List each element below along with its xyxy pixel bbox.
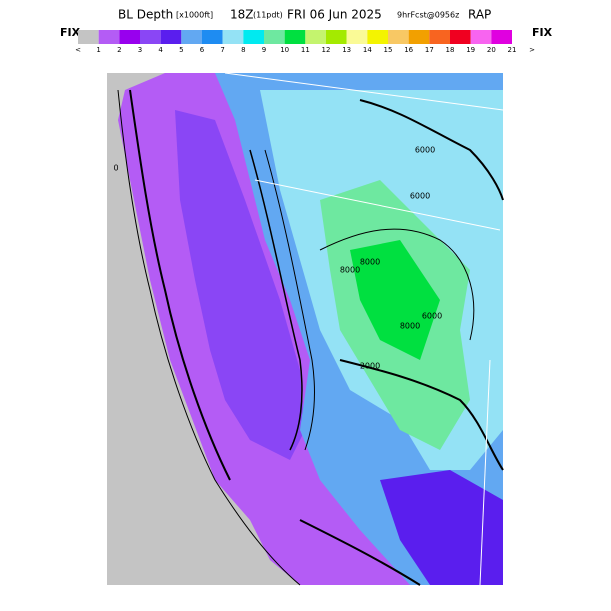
color-box bbox=[284, 30, 306, 44]
scale-tick-label: 21 bbox=[508, 46, 517, 54]
color-box bbox=[202, 30, 223, 44]
color-box bbox=[305, 30, 326, 44]
scale-tick-label: 20 bbox=[487, 46, 496, 54]
fix-left: FIX bbox=[60, 26, 81, 39]
title-local: (11pdt) bbox=[253, 11, 283, 20]
title-name: BL Depth bbox=[118, 8, 173, 22]
color-box bbox=[450, 30, 471, 44]
scale-tick-label: 8 bbox=[241, 46, 245, 54]
scale-tick-label: 12 bbox=[322, 46, 331, 54]
peak-zone bbox=[350, 240, 440, 360]
color-scale: <1 2 3 4 5 6 7 8 9 10 11 12 13 14 15 16 17 18 19 20 21 > bbox=[75, 30, 535, 54]
contour bbox=[117, 89, 301, 586]
color-box bbox=[119, 30, 140, 44]
scale-tick-label: < bbox=[75, 46, 81, 54]
contour bbox=[249, 149, 303, 451]
color-box bbox=[140, 30, 161, 44]
contour-label: 2000 bbox=[360, 362, 380, 371]
contour bbox=[299, 519, 421, 586]
scale-tick-label: 13 bbox=[342, 46, 351, 54]
scale-tick-label: 5 bbox=[179, 46, 183, 54]
color-box bbox=[367, 30, 388, 44]
border bbox=[224, 72, 504, 111]
contour bbox=[359, 99, 504, 201]
contour-label: 8000 bbox=[400, 322, 420, 331]
fix-right: FIX bbox=[532, 26, 553, 39]
scale-tick-label: 15 bbox=[384, 46, 393, 54]
color-box bbox=[326, 30, 347, 44]
title-time: 18Z bbox=[230, 8, 254, 22]
color-box bbox=[491, 30, 512, 44]
contour-label: 8000 bbox=[360, 258, 380, 267]
contour bbox=[319, 228, 475, 341]
scale-tick-label: 10 bbox=[280, 46, 289, 54]
color-box bbox=[264, 30, 285, 44]
color-box bbox=[408, 30, 430, 44]
scale-tick-label: 16 bbox=[404, 46, 413, 54]
contour-label: 0 bbox=[113, 164, 118, 173]
contour bbox=[264, 149, 315, 451]
scale-tick-label: 7 bbox=[220, 46, 224, 54]
contour bbox=[129, 89, 231, 481]
borders bbox=[224, 72, 504, 586]
scale-tick-label: 17 bbox=[425, 46, 434, 54]
title: BL Depth [x1000ft] 18Z (11pdt) FRI 06 Ju… bbox=[118, 8, 491, 22]
title-forecast: 9hrFcst@0956z bbox=[397, 11, 459, 20]
scale-tick-label: 2 bbox=[117, 46, 121, 54]
scale-tick-label: 11 bbox=[301, 46, 310, 54]
color-box bbox=[346, 30, 368, 44]
contour-label: 6000 bbox=[422, 312, 442, 321]
scale-tick-label: 9 bbox=[262, 46, 266, 54]
scale-tick-label: 1 bbox=[96, 46, 100, 54]
contour-label: 6000 bbox=[410, 192, 430, 201]
color-box bbox=[222, 30, 244, 44]
color-box bbox=[78, 30, 99, 44]
color-box bbox=[98, 30, 120, 44]
scale-tick-label: 18 bbox=[446, 46, 455, 54]
scale-tick-label: 4 bbox=[158, 46, 163, 54]
color-box bbox=[388, 30, 409, 44]
contour-label: 6000 bbox=[415, 146, 435, 155]
title-units: [x1000ft] bbox=[176, 11, 213, 20]
contour bbox=[339, 359, 504, 471]
scale-tick-label: 14 bbox=[363, 46, 372, 54]
color-box bbox=[429, 30, 450, 44]
color-box bbox=[243, 30, 264, 44]
color-box bbox=[160, 30, 182, 44]
contour-label: 8000 bbox=[340, 266, 360, 275]
south-zone bbox=[380, 470, 503, 585]
scale-tick-label: 19 bbox=[466, 46, 475, 54]
scale-tick-label: 3 bbox=[138, 46, 142, 54]
color-box bbox=[181, 30, 202, 44]
title-date: FRI 06 Jun 2025 bbox=[287, 8, 382, 22]
border bbox=[479, 359, 491, 586]
valley-zone bbox=[175, 110, 305, 460]
scale-tick-label: 6 bbox=[200, 46, 205, 54]
border bbox=[254, 179, 501, 231]
color-box bbox=[470, 30, 492, 44]
scale-overflow-label: > bbox=[529, 46, 535, 54]
title-model: RAP bbox=[468, 8, 491, 22]
contours bbox=[117, 89, 504, 586]
